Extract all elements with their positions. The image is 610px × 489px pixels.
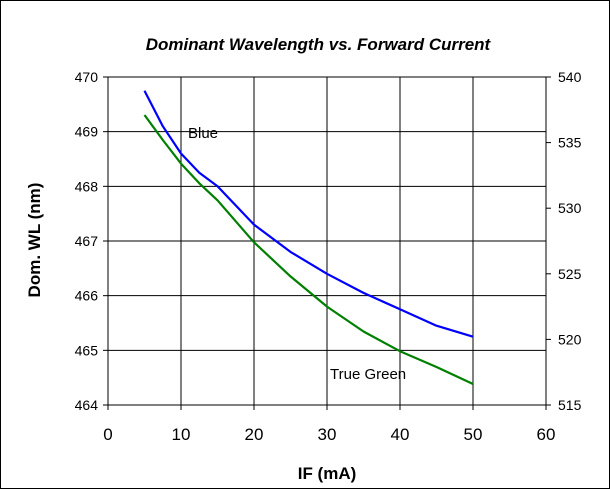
- series-line-blue: [143, 90, 474, 338]
- x-axis: 0 10 20 30 40 50 60: [103, 405, 555, 444]
- series-line-true-green: [143, 114, 474, 385]
- annotation-true-green: True Green: [330, 366, 406, 383]
- x-tick-label: 0: [103, 425, 112, 444]
- series-lines: [143, 90, 474, 385]
- y-tick-label: 469: [75, 124, 99, 140]
- x-tick-label: 60: [537, 425, 556, 444]
- y-axis-right: 515 520 525 530 535 540: [546, 69, 582, 413]
- x-tick-label: 40: [391, 425, 410, 444]
- x-tick-label: 10: [172, 425, 191, 444]
- y2-tick-label: 525: [558, 266, 582, 282]
- y2-tick-label: 515: [558, 397, 582, 413]
- y2-tick-label: 535: [558, 135, 582, 151]
- x-axis-label: IF (mA): [298, 464, 357, 483]
- x-tick-label: 30: [318, 425, 337, 444]
- gridlines: [108, 77, 546, 405]
- y2-tick-label: 530: [558, 200, 582, 216]
- y-axis-left: 464 465 466 467 468 469 470: [75, 69, 108, 413]
- y2-tick-label: 520: [558, 331, 582, 347]
- y-tick-label: 465: [75, 342, 99, 358]
- y2-tick-label: 540: [558, 69, 582, 85]
- y-tick-label: 468: [75, 178, 99, 194]
- y-tick-label: 467: [75, 233, 99, 249]
- y-axis-label: Dom. WL (nm): [25, 183, 44, 298]
- annotation-blue: Blue: [188, 125, 218, 142]
- chart-title: Dominant Wavelength vs. Forward Current: [146, 35, 492, 54]
- x-tick-label: 20: [245, 425, 264, 444]
- y-tick-label: 464: [75, 397, 99, 413]
- y-tick-label: 470: [75, 69, 99, 85]
- y-tick-label: 466: [75, 288, 99, 304]
- x-tick-label: 50: [464, 425, 483, 444]
